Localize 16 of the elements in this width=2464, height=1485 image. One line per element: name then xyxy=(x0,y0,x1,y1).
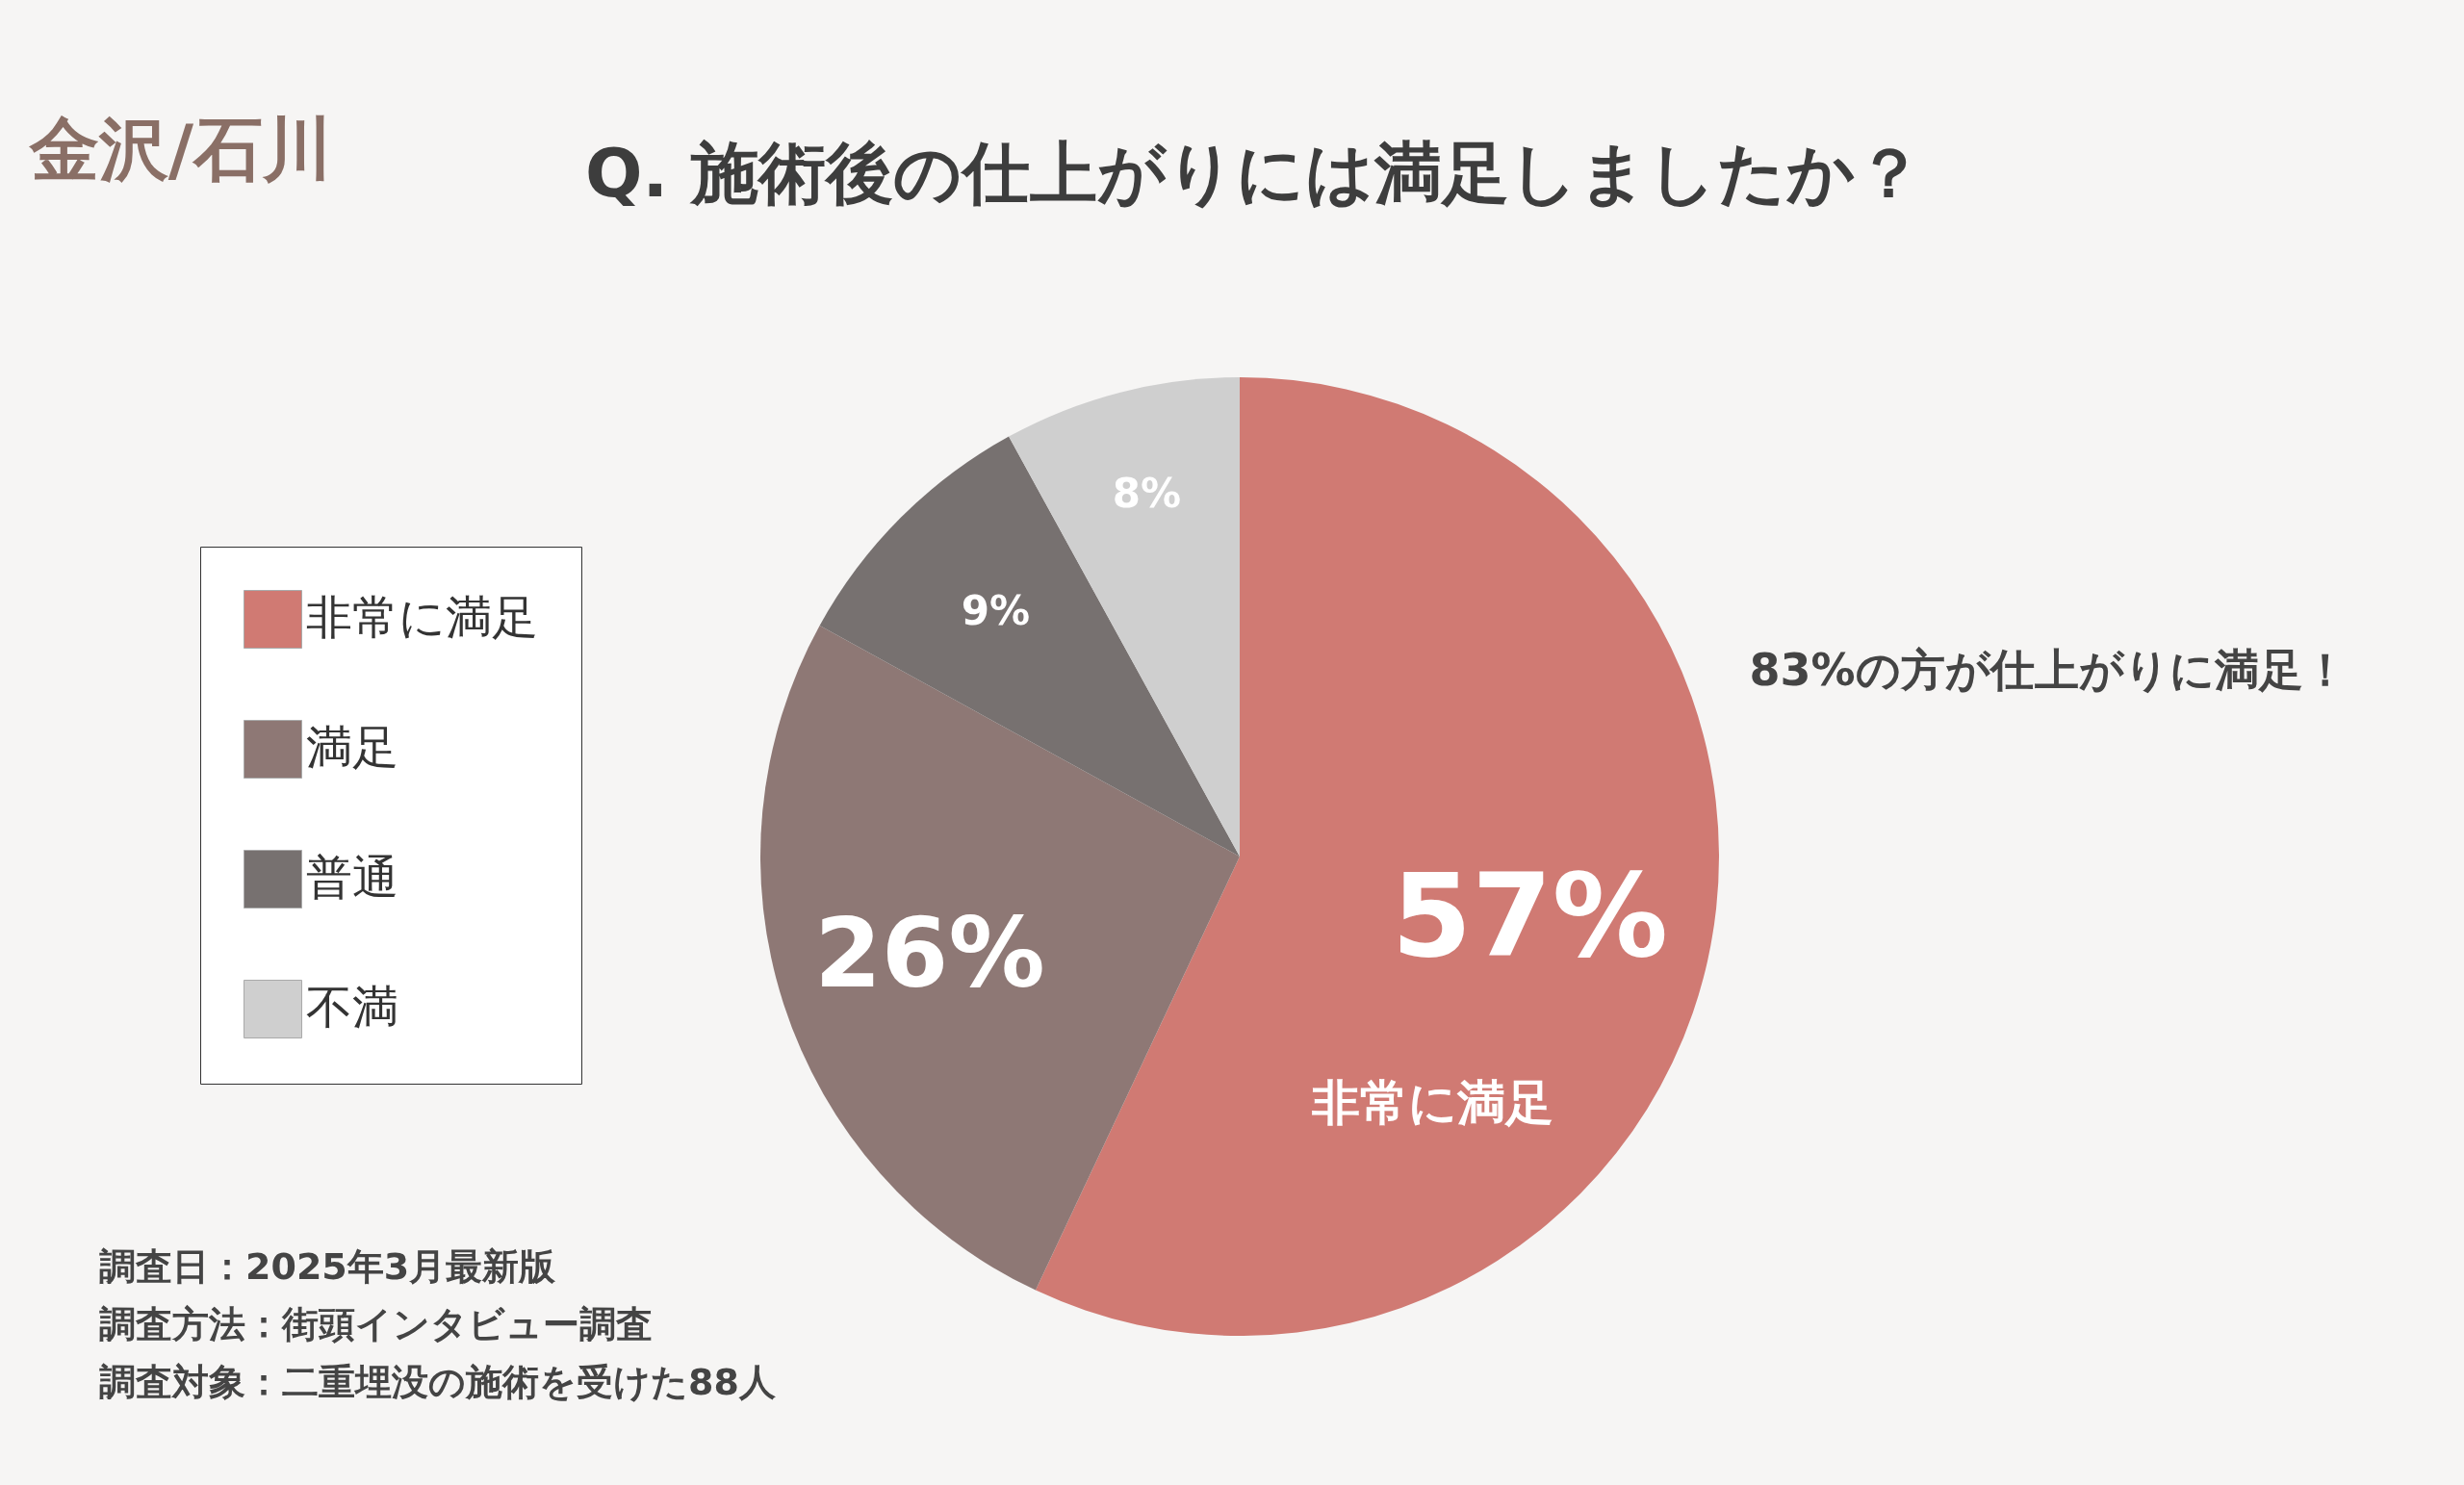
text: 調査日：2025年3月最新版 xyxy=(99,1245,557,1288)
legend-label: 満足 xyxy=(306,719,398,774)
pie-slice xyxy=(819,436,1240,857)
text: 調査対象：二重埋没の施術を受けた88人 xyxy=(99,1361,776,1403)
data-label: 9% xyxy=(961,587,1031,635)
text: 金沢/石川 xyxy=(27,109,333,190)
text: 83%の方が仕上がりに満足！ xyxy=(1749,644,2348,696)
data-label: 26% xyxy=(814,896,1045,1010)
chart-title: Q. 施術後の仕上がりには満足しましたか？ xyxy=(585,134,1924,213)
legend-label: 非常に満足 xyxy=(306,589,538,644)
text: 非常に満足 xyxy=(1310,1075,1553,1131)
legend-label: 不満 xyxy=(306,979,398,1034)
data-label: 57% xyxy=(1391,849,1668,984)
legend-label: 普通 xyxy=(306,849,398,904)
text: 調査方法：街頭インタビュー調査 xyxy=(99,1303,653,1345)
pie-slice xyxy=(760,626,1240,1291)
